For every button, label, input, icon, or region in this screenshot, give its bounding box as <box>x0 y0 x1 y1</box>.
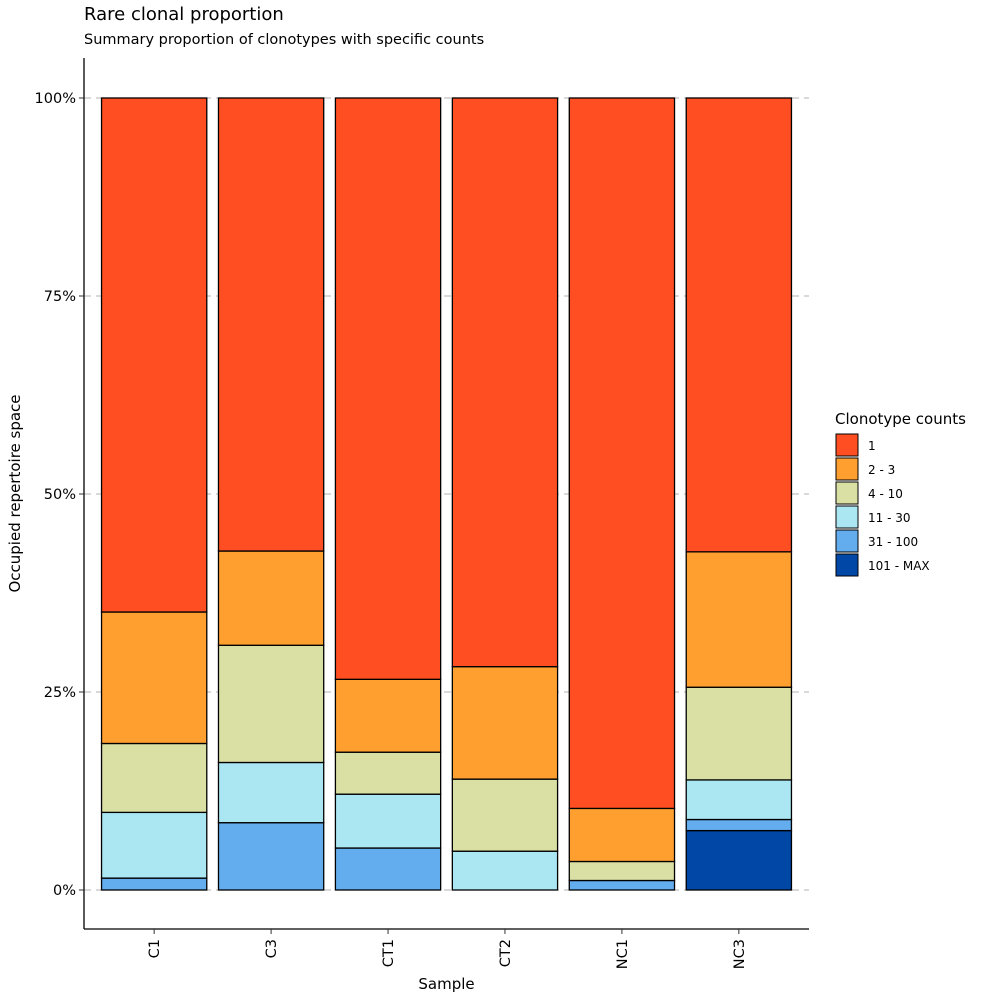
bar-segment <box>568 879 676 891</box>
x-tick-label: CT1 <box>381 939 397 967</box>
legend: Clonotype counts 1 2 - 3 4 - 10 11 - 30 31 - … <box>835 410 966 577</box>
bar-segment <box>568 860 676 882</box>
y-tick-label: 100% <box>35 91 76 107</box>
bar-segment <box>217 822 325 891</box>
bar-segment <box>334 751 442 795</box>
legend-swatch <box>835 505 859 529</box>
bar-segment <box>451 850 559 891</box>
legend-label: 101 - MAX <box>868 559 930 573</box>
legend-swatch <box>835 481 859 505</box>
bar-segment <box>100 811 208 879</box>
y-tick-label: 50% <box>44 487 76 503</box>
bar-segment <box>217 761 325 824</box>
x-tick-label: C1 <box>147 939 163 958</box>
chart-title: Rare clonal proportion <box>84 4 284 25</box>
legend-title: Clonotype counts <box>835 410 966 428</box>
x-tick-label: CT2 <box>498 939 514 967</box>
bar-segment <box>685 686 793 781</box>
axes: 0% 25% 50% 75% 100% C1 C3 CT1 CT2 NC1 NC3 Sample Occ… <box>6 58 809 993</box>
bar-segment <box>451 666 559 780</box>
bar-segment <box>100 611 208 745</box>
bar-segment <box>568 97 676 810</box>
bar-segment <box>685 551 793 688</box>
x-tick-label: C3 <box>264 939 280 958</box>
y-tick-label: 0% <box>53 883 76 899</box>
legend-swatch <box>835 553 859 577</box>
chart-subtitle: Summary proportion of clonotypes with sp… <box>84 32 485 48</box>
bar-segment <box>334 847 442 891</box>
y-axis-title: Occupied repertoire space <box>6 394 24 592</box>
bar-segment <box>334 97 442 680</box>
bar-segment <box>217 550 325 646</box>
bar-segment <box>451 778 559 852</box>
bar-segment <box>217 97 325 552</box>
legend-label: 31 - 100 <box>868 535 918 549</box>
legend-swatch <box>835 529 859 553</box>
bar-segment <box>685 779 793 821</box>
legend-label: 4 - 10 <box>868 487 903 501</box>
x-tick-label: NC1 <box>615 939 631 969</box>
x-axis-title: Sample <box>418 975 474 993</box>
bar-segment <box>334 678 442 753</box>
bar-segment <box>100 97 208 613</box>
bar-segment <box>334 793 442 849</box>
legend-swatch <box>835 433 859 457</box>
bar-segment <box>100 877 208 891</box>
bar-segment <box>685 818 793 832</box>
legend-label: 1 <box>868 439 876 453</box>
bars <box>100 97 793 891</box>
x-tick-label: NC3 <box>732 939 748 969</box>
bar-segment <box>100 742 208 814</box>
legend-label: 11 - 30 <box>868 511 911 525</box>
y-tick-label: 75% <box>44 289 76 305</box>
legend-swatch <box>835 457 859 481</box>
bar-segment <box>568 807 676 863</box>
y-tick-label: 25% <box>44 685 76 701</box>
bar-segment <box>685 829 793 891</box>
bar-segment <box>685 97 793 553</box>
bar-segment <box>217 644 325 764</box>
bar-segment <box>451 97 559 668</box>
legend-label: 2 - 3 <box>868 463 895 477</box>
